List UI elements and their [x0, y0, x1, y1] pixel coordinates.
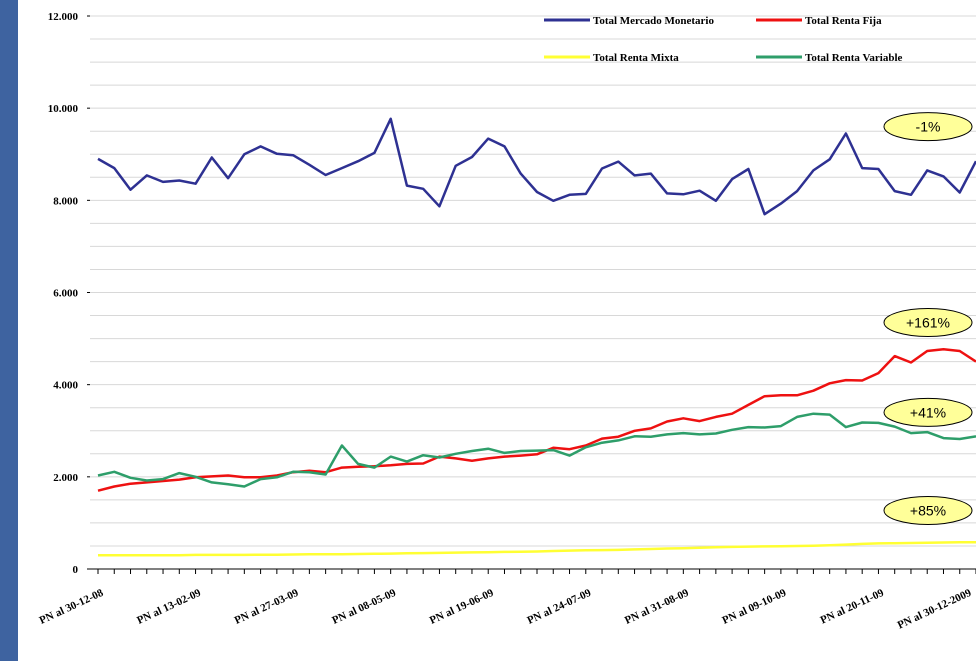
y-tick-label: 12.000 [48, 11, 79, 23]
annotation-bubble [883, 397, 973, 427]
annotation-bubble [883, 112, 973, 142]
y-tick-label: 6.000 [53, 288, 78, 300]
y-tick-label: 8.000 [53, 195, 78, 207]
series-line [97, 347, 976, 492]
annotation-bubble [883, 307, 973, 337]
legend-label: Total Renta Variable [805, 52, 903, 64]
x-tick-label: PN al 30-12-2009 [896, 587, 974, 632]
x-tick-label: PN al 27-03-09 [233, 587, 301, 627]
x-tick-label: PN al 20-11-09 [819, 587, 887, 627]
annotation-bubble [883, 495, 973, 525]
legend-label: Total Renta Mixta [593, 52, 679, 64]
x-tick-label: PN al 24-07-09 [525, 587, 593, 627]
x-tick-label: PN al 30-12-08 [38, 587, 106, 627]
y-tick-label: 4.000 [53, 380, 78, 392]
y-tick-label: 2.000 [53, 472, 78, 484]
series-line [97, 117, 976, 216]
side-bar [0, 0, 18, 661]
x-tick-label: PN al 09-10-09 [721, 587, 789, 627]
x-tick-label: PN al 08-05-09 [330, 587, 398, 627]
x-tick-label: PN al 13-02-09 [135, 587, 203, 627]
annotation: +85% [910, 502, 946, 518]
legend-label: Total Mercado Monetario [593, 15, 714, 27]
x-tick-label: PN al 31-08-09 [623, 587, 691, 627]
x-tick-label: PN al 19-06-09 [428, 587, 496, 627]
annotation: -1% [916, 119, 941, 135]
y-tick-label: 10.000 [48, 103, 79, 115]
annotation: +41% [910, 404, 946, 420]
annotation: +161% [906, 314, 950, 330]
legend-label: Total Renta Fija [805, 15, 882, 27]
series-line [98, 541, 976, 557]
series-line [97, 412, 976, 488]
y-tick-label: 0 [73, 564, 79, 576]
